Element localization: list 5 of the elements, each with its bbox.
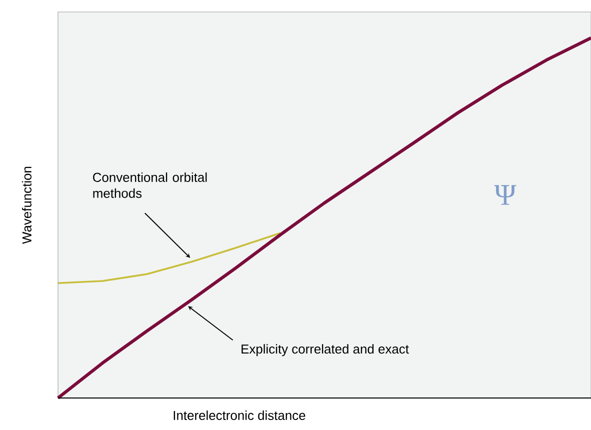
annotation: Ψ	[494, 185, 516, 205]
x-axis-title: Interelectronic distance	[174, 410, 306, 420]
annotation: Conventional orbital methods	[93, 172, 207, 198]
annotation: Explicity correlated and exact	[242, 344, 409, 356]
y-axis-title: Wavefunction	[22, 166, 32, 244]
